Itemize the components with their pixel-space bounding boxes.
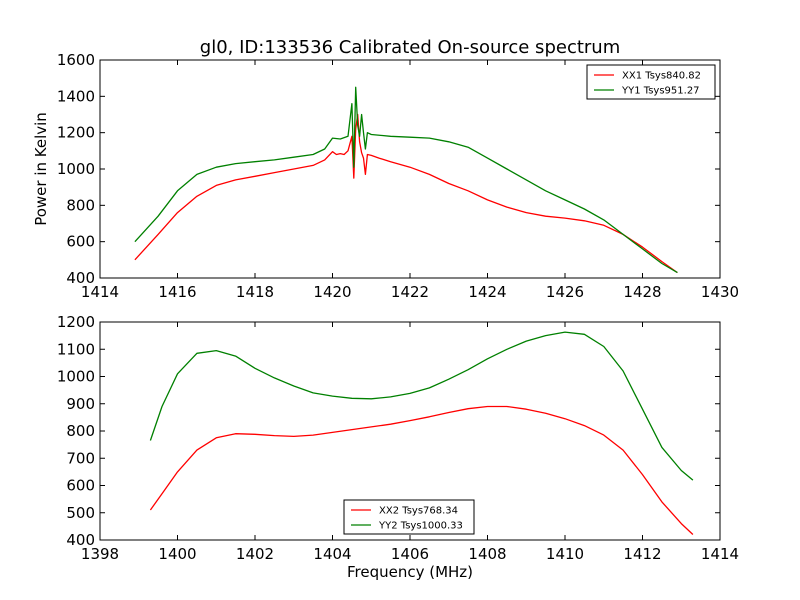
legend-label: XX1 Tsys840.82 — [622, 71, 701, 82]
y-tick-label: 1000 — [57, 368, 95, 386]
x-tick-label: 1402 — [236, 545, 274, 563]
top-panel: 1414 1416 1418 1420 1422 1424 1426 1428 1430 400 6… — [32, 51, 739, 301]
x-tick-label: 1408 — [468, 545, 506, 563]
y-tick-label: 1400 — [57, 87, 95, 105]
y-tick-label: 800 — [66, 422, 95, 440]
x-tick-label: 1412 — [623, 545, 661, 563]
y-tick-label: 700 — [66, 449, 95, 467]
y-tick-label: 1200 — [57, 313, 95, 331]
chart-title: gl0, ID:133536 Calibrated On-source spec… — [200, 37, 620, 58]
legend-label: YY2 Tsys1000.33 — [378, 521, 463, 532]
x-tick-label: 1398 — [81, 545, 119, 563]
y-axis-title: Power in Kelvin — [32, 112, 50, 226]
x-tick-label: 1410 — [546, 545, 584, 563]
legend-label: XX2 Tsys768.34 — [379, 506, 458, 517]
x-tick-label: 1404 — [313, 545, 351, 563]
y-tick-label: 600 — [66, 477, 95, 495]
x-tick-label: 1414 — [701, 545, 739, 563]
x-axis-title: Frequency (MHz) — [347, 563, 473, 581]
x-tick-label: 1420 — [313, 283, 351, 301]
legend-box — [586, 64, 716, 100]
series-line-xx1 — [134, 113, 678, 274]
legend: XX2 Tsys768.34 YY2 Tsys1000.33 — [343, 499, 475, 535]
legend: XX1 Tsys840.82 YY1 Tsys951.27 — [586, 64, 716, 100]
x-tick-label: 1414 — [81, 283, 119, 301]
y-tick-label: 1000 — [57, 160, 95, 178]
y-tick-label: 800 — [66, 196, 95, 214]
x-tick-label: 1416 — [158, 283, 196, 301]
y-tick-label: 1200 — [57, 124, 95, 142]
y-tick-label: 900 — [66, 395, 95, 413]
bottom-panel: 1398 1400 1402 1404 1406 1408 1410 1412 1414 400 5… — [57, 313, 739, 581]
series-line-xx2 — [149, 405, 694, 535]
x-tick-label: 1422 — [391, 283, 429, 301]
series-line-yy1 — [134, 86, 678, 274]
x-tick-label: 1428 — [623, 283, 661, 301]
y-tick-label: 600 — [66, 233, 95, 251]
x-tick-label: 1400 — [158, 545, 196, 563]
legend-box — [343, 499, 475, 535]
x-tick-label: 1406 — [391, 545, 429, 563]
y-tick-label: 500 — [66, 504, 95, 522]
x-tick-label: 1424 — [468, 283, 506, 301]
series-line-yy2 — [149, 331, 694, 481]
y-tick-label: 1600 — [57, 51, 95, 69]
x-tick-label: 1418 — [236, 283, 274, 301]
y-tick-label: 400 — [66, 269, 95, 287]
y-tick-label: 400 — [66, 531, 95, 549]
y-tick-label: 1100 — [57, 340, 95, 358]
x-tick-label: 1430 — [701, 283, 739, 301]
x-tick-label: 1426 — [546, 283, 584, 301]
legend-label: YY1 Tsys951.27 — [621, 86, 700, 97]
